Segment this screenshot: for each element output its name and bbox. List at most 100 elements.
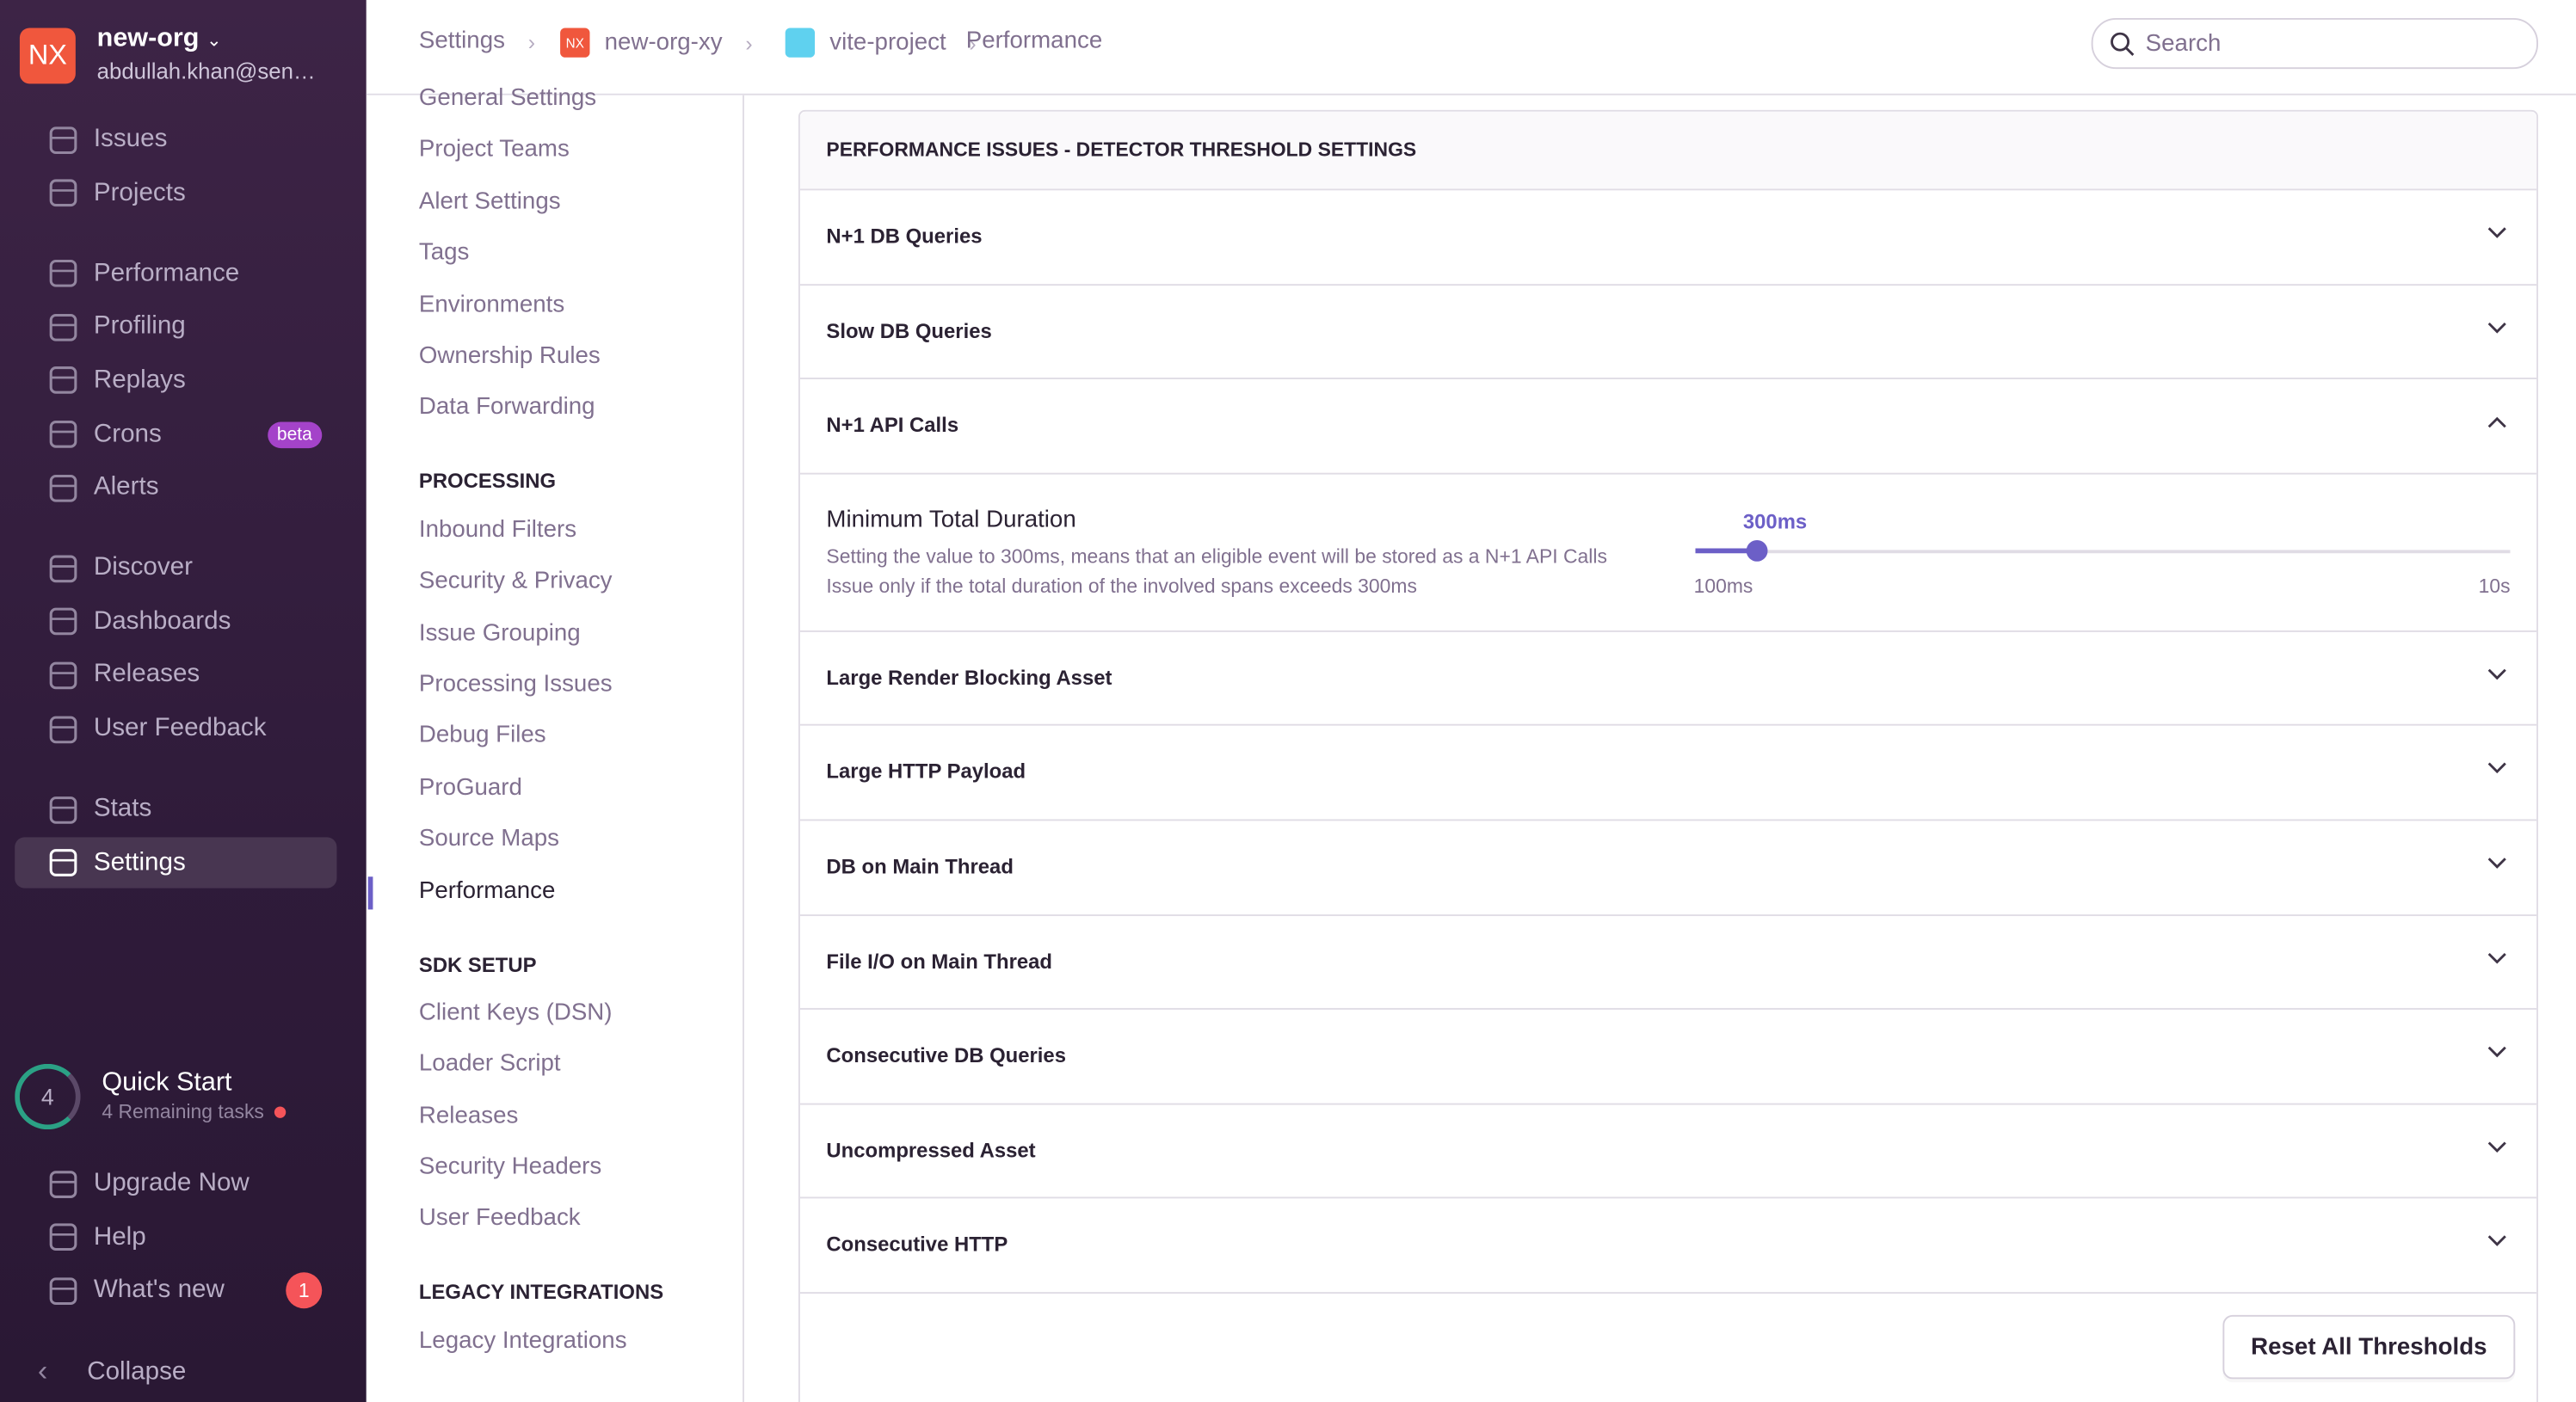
threshold-row[interactable]: N+1 DB Queries: [799, 190, 2537, 286]
nav-item[interactable]: Discover: [15, 543, 336, 593]
nav-icon: [31, 713, 77, 744]
quick-start-count: 4: [40, 1083, 54, 1110]
footer-nav-item[interactable]: Help: [15, 1212, 336, 1263]
settings-item[interactable]: Client Keys (DSN): [418, 999, 613, 1026]
settings-item[interactable]: Security & Privacy: [418, 568, 613, 595]
row-title: File I/O on Main Thread: [826, 950, 1053, 974]
nav-icon: [31, 553, 77, 584]
nav-item[interactable]: Projects: [15, 168, 336, 218]
nav-label: Issues: [93, 125, 168, 153]
nav-icon: [31, 311, 77, 342]
nav-icon: [31, 1168, 77, 1199]
nav-item[interactable]: Profiling: [15, 302, 336, 353]
chevron: [2486, 1135, 2509, 1166]
settings-item[interactable]: Loader Script: [418, 1050, 561, 1078]
nav-item[interactable]: Crons beta: [15, 409, 336, 459]
nav-label: What's new: [93, 1276, 225, 1304]
nav-icon: [31, 606, 77, 637]
nav-item[interactable]: User Feedback: [15, 704, 336, 754]
nav-icon: [31, 794, 77, 825]
search-placeholder: Search: [2145, 30, 2222, 57]
nav-item[interactable]: Alerts: [15, 462, 336, 513]
footer-nav-item[interactable]: Upgrade Now: [15, 1159, 336, 1209]
threshold-row[interactable]: Consecutive HTTP: [799, 1199, 2537, 1294]
nav-icon: [31, 472, 77, 503]
caret: ⌄: [206, 31, 222, 52]
threshold-row[interactable]: Slow DB Queries: [799, 285, 2537, 380]
nav-item[interactable]: Performance: [15, 249, 336, 299]
nav-label: Projects: [93, 178, 186, 206]
threshold-row[interactable]: N+1 API Calls: [799, 379, 2537, 475]
breadcrumb-separator: ›: [527, 28, 535, 54]
settings-heading: LEGACY INTEGRATIONS: [418, 1281, 664, 1305]
threshold-row[interactable]: Consecutive DB Queries: [799, 1010, 2537, 1104]
nav-label: Crons: [93, 419, 162, 448]
settings-item[interactable]: Processing Issues: [418, 671, 613, 698]
settings-item[interactable]: Data Forwarding: [418, 394, 595, 421]
settings-item[interactable]: Releases: [418, 1102, 519, 1129]
row-title: Consecutive DB Queries: [826, 1044, 1066, 1068]
settings-item[interactable]: Tags: [418, 240, 470, 267]
settings-item[interactable]: Performance: [418, 877, 556, 904]
org-name-text: new-org: [96, 24, 200, 53]
breadcrumb[interactable]: NX new-org-xy ›: [560, 28, 753, 58]
nav-icon: [31, 660, 77, 691]
settings-item[interactable]: Project Teams: [418, 137, 570, 163]
settings-item[interactable]: Issue Grouping: [418, 619, 581, 647]
threshold-row[interactable]: DB on Main Thread: [799, 821, 2537, 916]
settings-item[interactable]: Alert Settings: [418, 188, 561, 215]
settings-item[interactable]: Security Headers: [418, 1153, 602, 1181]
slider-max: 10s: [2478, 574, 2511, 598]
nav-label: Releases: [93, 661, 200, 689]
row-title: Large Render Blocking Asset: [826, 666, 1112, 690]
nav-badge: beta: [267, 421, 323, 448]
quick-start[interactable]: 4 Quick Start 4 Remaining tasks: [15, 1062, 336, 1131]
search-box[interactable]: Search: [2091, 17, 2539, 70]
nav-item[interactable]: Issues: [15, 114, 336, 165]
settings-item[interactable]: Legacy Integrations: [418, 1327, 627, 1355]
settings-item[interactable]: Inbound Filters: [418, 516, 577, 544]
settings-item[interactable]: Source Maps: [418, 826, 560, 852]
row-title: Uncompressed Asset: [826, 1139, 1036, 1162]
footer-nav-item[interactable]: What's new 1: [15, 1265, 336, 1316]
chevron: [2486, 1041, 2509, 1072]
breadcrumb-separator: ›: [969, 30, 977, 55]
settings-item[interactable]: Environments: [418, 291, 565, 318]
org-name[interactable]: new-org ⌄: [97, 25, 222, 54]
breadcrumb[interactable]: vite-project ›: [785, 28, 977, 58]
nav-label: Performance: [93, 258, 240, 287]
row-title: N+1 DB Queries: [826, 224, 983, 249]
reset-button[interactable]: Reset All Thresholds: [2222, 1314, 2516, 1380]
collapse-label: Collapse: [87, 1356, 187, 1385]
nav-item[interactable]: Releases: [15, 650, 336, 701]
nav-icon: [31, 177, 77, 208]
active-indicator: [367, 876, 373, 909]
org-email: abdullah.khan@sen…: [96, 58, 316, 84]
row-title: Consecutive HTTP: [826, 1233, 1008, 1257]
threshold-row[interactable]: Large HTTP Payload: [799, 726, 2537, 821]
nav-item[interactable]: Stats: [15, 784, 336, 835]
threshold-row[interactable]: File I/O on Main Thread: [799, 915, 2537, 1011]
quick-start-subtitle-text: 4 Remaining tasks: [102, 1099, 264, 1123]
collapse-button[interactable]: ‹ Collapse: [15, 1346, 336, 1397]
settings-item[interactable]: Ownership Rules: [418, 342, 601, 370]
nav-item[interactable]: Dashboards: [15, 596, 336, 647]
settings-item[interactable]: ProGuard: [418, 774, 522, 801]
panel-header: PERFORMANCE ISSUES - DETECTOR THRESHOLD …: [799, 111, 2537, 191]
nav-item[interactable]: Settings: [15, 837, 337, 889]
nav-icon: [31, 124, 77, 155]
slider-thumb[interactable]: [1746, 539, 1768, 562]
chevron: [2486, 852, 2509, 883]
breadcrumb[interactable]: Settings ›: [419, 28, 535, 54]
threshold-row[interactable]: Large Render Blocking Asset: [799, 631, 2537, 727]
settings-item[interactable]: General Settings: [418, 85, 597, 112]
settings-item[interactable]: Debug Files: [418, 723, 546, 749]
chevron: [2486, 1230, 2509, 1261]
threshold-row[interactable]: Uncompressed Asset: [799, 1104, 2537, 1199]
org-avatar[interactable]: NX: [19, 28, 76, 84]
slider-min: 100ms: [1693, 574, 1753, 598]
settings-item[interactable]: User Feedback: [418, 1205, 581, 1233]
nav-item[interactable]: Replays: [15, 355, 336, 406]
slider[interactable]: [1695, 539, 2511, 563]
